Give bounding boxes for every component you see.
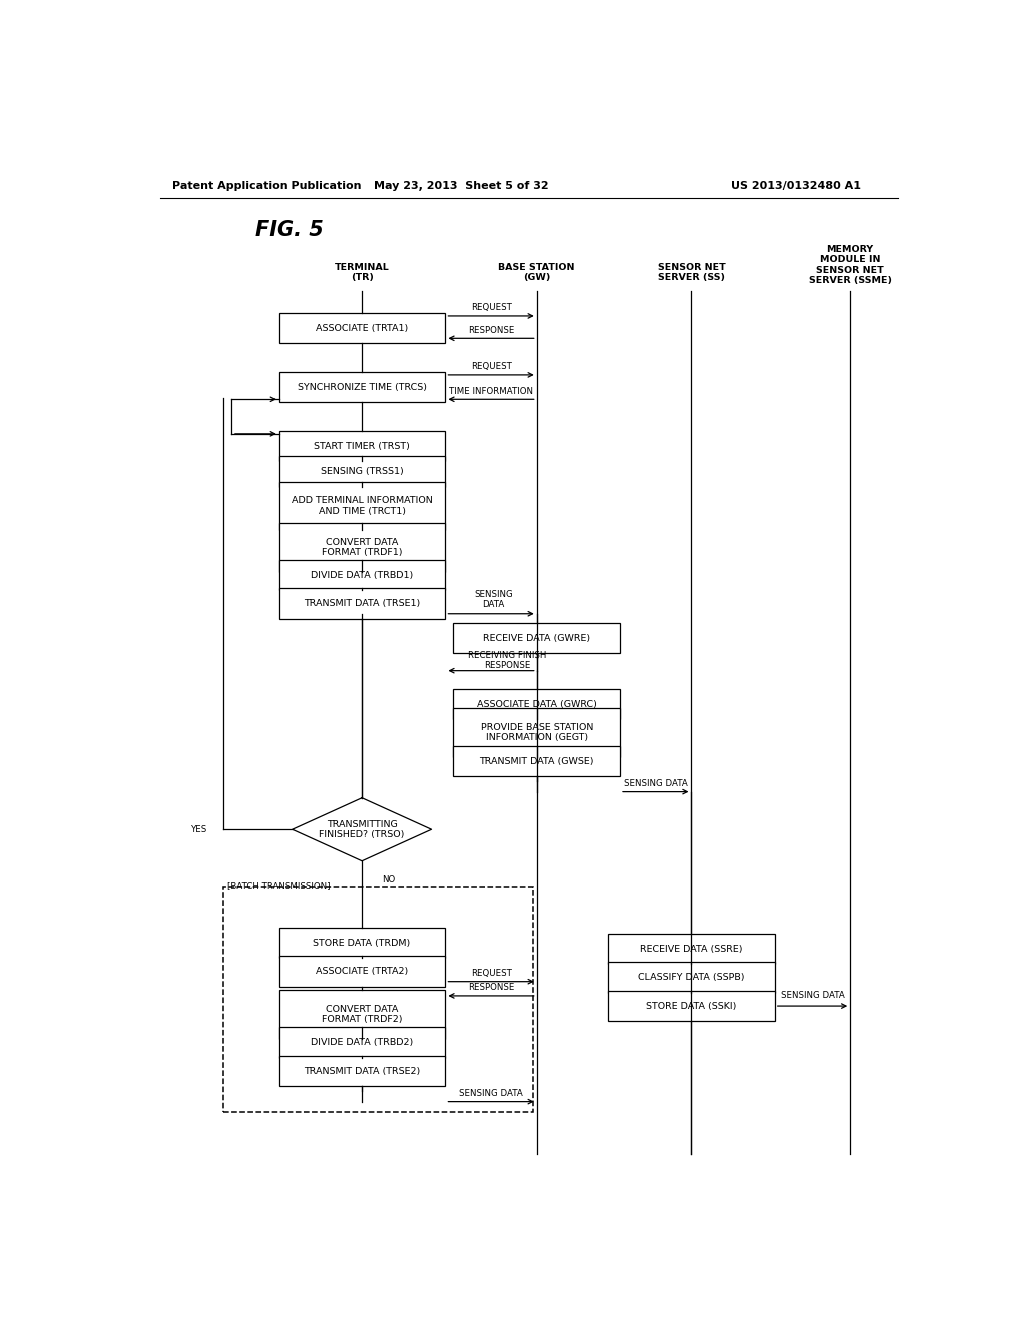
Text: SENSING DATA: SENSING DATA (459, 1089, 523, 1098)
Bar (279, 313, 445, 343)
Text: NO: NO (382, 875, 395, 883)
Bar (454, 623, 621, 653)
Bar (279, 523, 445, 572)
Bar (279, 956, 445, 987)
Bar (454, 709, 621, 758)
Bar (279, 928, 445, 958)
Bar (454, 689, 621, 719)
Bar (279, 482, 445, 531)
Bar (279, 372, 445, 403)
Text: REQUEST: REQUEST (471, 362, 512, 371)
Text: May 23, 2013  Sheet 5 of 32: May 23, 2013 Sheet 5 of 32 (374, 181, 549, 191)
Text: TRANSMIT DATA (TRSE2): TRANSMIT DATA (TRSE2) (304, 1067, 420, 1076)
Text: ASSOCIATE DATA (GWRC): ASSOCIATE DATA (GWRC) (477, 700, 597, 709)
Text: SENSING
DATA: SENSING DATA (474, 590, 513, 610)
Text: RECEIVE DATA (SSRE): RECEIVE DATA (SSRE) (640, 945, 742, 953)
Text: TERMINAL
(TR): TERMINAL (TR) (335, 263, 389, 282)
Text: TRANSMIT DATA (TRSE1): TRANSMIT DATA (TRSE1) (304, 599, 420, 609)
Text: SENSING (TRSS1): SENSING (TRSS1) (321, 467, 403, 477)
Text: SYNCHRONIZE TIME (TRCS): SYNCHRONIZE TIME (TRCS) (298, 383, 427, 392)
Text: YES: YES (191, 825, 207, 834)
Text: FIG. 5: FIG. 5 (255, 219, 324, 239)
Text: DIVIDE DATA (TRBD2): DIVIDE DATA (TRBD2) (311, 1038, 414, 1047)
Text: MEMORY
MODULE IN
SENSOR NET
SERVER (SSME): MEMORY MODULE IN SENSOR NET SERVER (SSME… (809, 246, 892, 285)
Bar (279, 589, 445, 619)
Text: SENSOR NET
SERVER (SS): SENSOR NET SERVER (SS) (657, 263, 725, 282)
Text: START TIMER (TRST): START TIMER (TRST) (314, 442, 410, 450)
Text: RESPONSE: RESPONSE (468, 326, 514, 335)
Bar (279, 1056, 445, 1086)
Text: BASE STATION
(GW): BASE STATION (GW) (499, 263, 574, 282)
Text: PROVIDE BASE STATION
INFORMATION (GEGT): PROVIDE BASE STATION INFORMATION (GEGT) (480, 723, 593, 742)
Bar (454, 746, 621, 776)
Text: CONVERT DATA
FORMAT (TRDF2): CONVERT DATA FORMAT (TRDF2) (322, 1005, 402, 1024)
Bar (279, 990, 445, 1039)
Text: DIVIDE DATA (TRBD1): DIVIDE DATA (TRBD1) (311, 570, 414, 579)
Text: TIME INFORMATION: TIME INFORMATION (450, 387, 534, 396)
Bar (279, 457, 445, 487)
Text: ASSOCIATE (TRTA1): ASSOCIATE (TRTA1) (316, 323, 409, 333)
Text: Patent Application Publication: Patent Application Publication (172, 181, 361, 191)
Text: REQUEST: REQUEST (471, 304, 512, 313)
Bar (279, 430, 445, 461)
Text: SENSING DATA: SENSING DATA (780, 991, 845, 1001)
Bar (279, 560, 445, 590)
Text: RECEIVING FINISH
RESPONSE: RECEIVING FINISH RESPONSE (468, 651, 546, 671)
Bar (279, 1027, 445, 1057)
Text: CONVERT DATA
FORMAT (TRDF1): CONVERT DATA FORMAT (TRDF1) (322, 539, 402, 557)
Text: REQUEST: REQUEST (471, 969, 512, 978)
Text: ASSOCIATE (TRTA2): ASSOCIATE (TRTA2) (316, 968, 409, 975)
Text: ADD TERMINAL INFORMATION
AND TIME (TRCT1): ADD TERMINAL INFORMATION AND TIME (TRCT1… (292, 496, 432, 516)
Text: CLASSIFY DATA (SSPB): CLASSIFY DATA (SSPB) (638, 973, 744, 982)
Text: SENSING DATA: SENSING DATA (624, 779, 688, 788)
Bar (608, 991, 775, 1022)
Text: US 2013/0132480 A1: US 2013/0132480 A1 (731, 181, 861, 191)
Text: STORE DATA (TRDM): STORE DATA (TRDM) (313, 939, 411, 948)
Text: STORE DATA (SSKI): STORE DATA (SSKI) (646, 1002, 736, 1011)
Text: TRANSMITTING
FINISHED? (TRSO): TRANSMITTING FINISHED? (TRSO) (319, 820, 404, 840)
Text: RECEIVE DATA (GWRE): RECEIVE DATA (GWRE) (483, 634, 590, 643)
Bar (223, 887, 532, 1111)
Text: TRANSMIT DATA (GWSE): TRANSMIT DATA (GWSE) (479, 756, 594, 766)
Bar (608, 962, 775, 993)
Text: RESPONSE: RESPONSE (468, 983, 514, 993)
Bar (608, 935, 775, 965)
Text: [BATCH TRANSMISSION]: [BATCH TRANSMISSION] (227, 880, 331, 890)
